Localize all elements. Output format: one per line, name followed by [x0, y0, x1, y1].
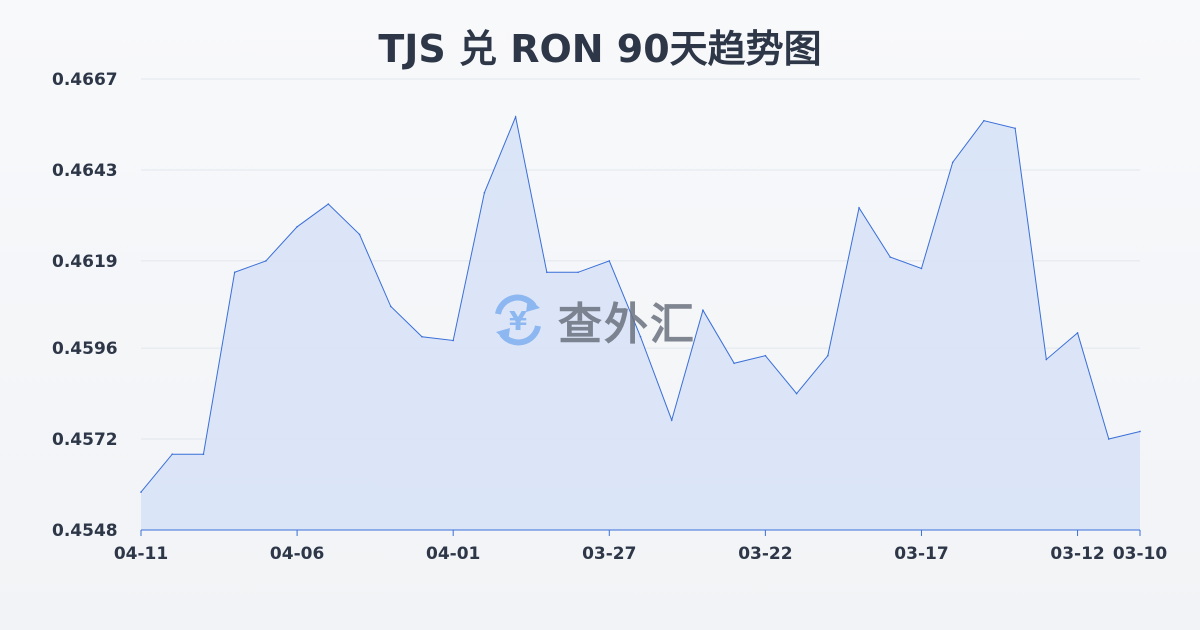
data-point: [951, 161, 954, 164]
data-point: [327, 203, 330, 205]
data-point: [1139, 430, 1141, 433]
y-tick-label: 0.4548: [52, 521, 118, 541]
data-point: [639, 335, 642, 338]
data-point: [795, 392, 798, 395]
y-tick-label: 0.4596: [52, 339, 118, 359]
data-point: [827, 354, 829, 357]
svg-text:¥: ¥: [509, 307, 527, 337]
y-tick-label: 0.4619: [52, 252, 118, 272]
x-tick-label: 03-22: [738, 544, 792, 564]
data-point: [1107, 438, 1110, 440]
x-tick-label: 03-17: [894, 544, 948, 564]
data-point: [265, 260, 267, 262]
watermark: ¥ 查外汇: [488, 288, 696, 352]
data-point: [983, 119, 985, 122]
data-point: [514, 116, 517, 118]
area-fill: [141, 116, 1140, 530]
data-point: [920, 267, 923, 270]
data-point: [202, 453, 205, 456]
x-tick-label: 04-11: [114, 544, 168, 564]
x-tick-label: 03-12: [1050, 544, 1104, 564]
data-point: [702, 309, 704, 311]
data-point: [670, 419, 673, 421]
data-point: [1076, 332, 1079, 334]
y-tick-label: 0.4667: [52, 70, 118, 90]
x-tick-label: 03-10: [1113, 544, 1168, 564]
data-point: [296, 226, 298, 228]
data-point: [577, 271, 579, 274]
data-point: [1045, 358, 1048, 361]
data-point: [858, 207, 860, 209]
data-point: [171, 453, 174, 456]
data-point: [452, 339, 454, 342]
x-tick-label: 04-06: [270, 544, 324, 564]
x-tick-label: 04-01: [426, 544, 480, 564]
x-tick-label: 03-27: [582, 544, 636, 564]
data-point: [358, 233, 361, 236]
data-point: [421, 335, 423, 338]
data-point: [889, 256, 892, 258]
chart-title: TJS 兑 RON 90天趋势图: [378, 27, 822, 71]
y-tick-label: 0.4643: [52, 161, 118, 181]
yen-exchange-icon: ¥: [495, 294, 541, 346]
data-point: [608, 260, 611, 262]
data-point: [140, 491, 142, 493]
data-point: [389, 305, 392, 308]
y-tick-label: 0.4572: [52, 430, 118, 450]
data-point: [483, 191, 486, 194]
data-point: [233, 271, 236, 274]
data-point: [546, 271, 548, 274]
data-point: [733, 362, 735, 365]
data-point: [1014, 127, 1016, 130]
data-point: [764, 354, 767, 357]
watermark-text: 查外汇: [558, 299, 696, 350]
